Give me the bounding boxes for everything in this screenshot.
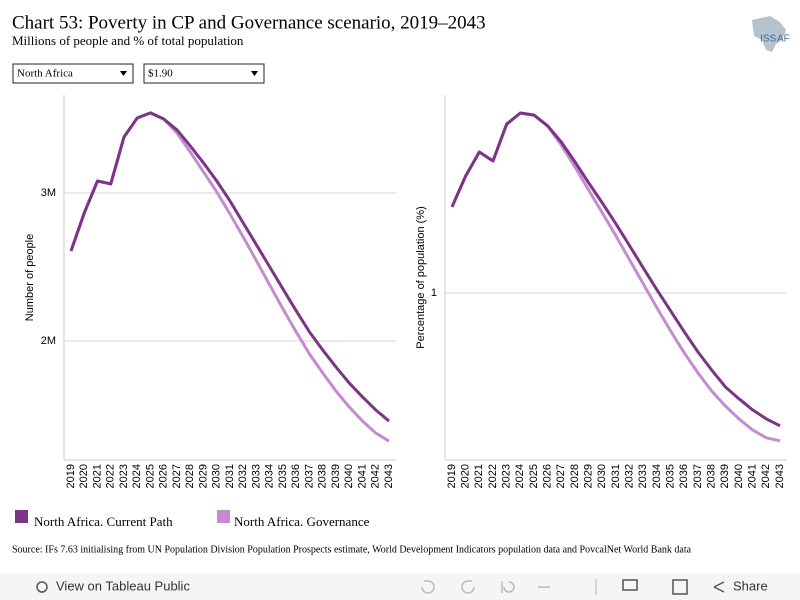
filter[interactable]: North Africa	[12, 63, 134, 84]
legend-label: North Africa. Governance	[234, 514, 370, 529]
x-tick-label: 2025	[528, 464, 540, 488]
revert-icon[interactable]	[501, 581, 515, 593]
x-tick-label: 2019	[65, 464, 77, 488]
x-tick-label: 2032	[237, 464, 249, 488]
x-tick-label: 2029	[197, 464, 209, 488]
logo-map	[752, 16, 786, 52]
y-axis-label: Number of people	[24, 234, 36, 321]
filter[interactable]: $1.90	[143, 63, 265, 84]
x-tick-label: 2039	[719, 464, 731, 488]
x-tick-label: 2024	[131, 464, 143, 488]
x-tick-label: 2022	[487, 464, 499, 488]
x-tick-label: 2026	[542, 464, 554, 488]
title: Chart 53: Poverty in CP and Governance s…	[12, 12, 486, 33]
x-tick-label: 2031	[610, 464, 622, 488]
x-tick-label: 2033	[250, 464, 262, 488]
logo-text: AF	[777, 34, 790, 45]
series-line	[69, 111, 390, 443]
subtitle: Millions of people and % of total popula…	[12, 33, 244, 48]
x-tick-label: 2040	[733, 464, 745, 488]
x-tick-label: 2022	[105, 464, 117, 488]
x-tick-label: 2043	[383, 464, 395, 488]
share-button[interactable]: Share	[733, 578, 768, 593]
fullscreen-icon[interactable]	[672, 579, 688, 595]
x-tick-label: 2041	[356, 464, 368, 488]
x-tick-label: 2034	[264, 464, 276, 488]
x-tick-label: 2019	[446, 464, 458, 488]
x-tick-label: 2036	[290, 464, 302, 488]
x-tick-label: 2041	[747, 464, 759, 488]
x-tick-label: 2020	[460, 464, 472, 488]
x-tick-label: 2033	[637, 464, 649, 488]
toolbar	[0, 573, 800, 600]
series-line	[69, 111, 390, 423]
dropdown[interactable]	[12, 63, 134, 84]
x-tick-label: 2028	[569, 464, 581, 488]
x-tick-label: 2025	[144, 464, 156, 488]
logo: ISS AF	[752, 16, 790, 52]
x-tick-label: 2040	[343, 464, 355, 488]
x-tick-label: 2023	[118, 464, 130, 488]
view-link[interactable]: View on Tableau Public	[56, 578, 190, 593]
x-tick-label: 2037	[303, 464, 315, 488]
x-tick-label: 2034	[651, 464, 663, 488]
y-tick-label: 3M	[41, 187, 56, 199]
x-tick-label: 2029	[583, 464, 595, 488]
redo-icon[interactable]	[461, 580, 475, 594]
x-tick-label: 2032	[624, 464, 636, 488]
x-tick-label: 2031	[224, 464, 236, 488]
x-tick-label: 2030	[211, 464, 223, 488]
dropdown-text: $1.90	[148, 68, 173, 80]
x-tick-label: 2042	[760, 464, 772, 488]
download-icon[interactable]	[622, 579, 638, 591]
x-tick-label: 2021	[91, 464, 103, 488]
icon	[36, 581, 48, 593]
x-tick-label: 2030	[596, 464, 608, 488]
x-tick-label: 2038	[706, 464, 718, 488]
x-tick-label: 2020	[78, 464, 90, 488]
x-tick-label: 2036	[678, 464, 690, 488]
source: Source: IFs 7.63 initialising from UN Po…	[12, 544, 692, 555]
x-tick-label: 2027	[171, 464, 183, 488]
toolbar-icons	[421, 579, 597, 595]
x-tick-label: 2023	[501, 464, 513, 488]
x-tick-label: 2043	[774, 464, 786, 488]
y-axis-label: Percentage of population (%)	[415, 206, 427, 348]
dropdown-text: North Africa	[17, 68, 73, 80]
undo-icon[interactable]	[421, 580, 435, 594]
y-tick-label: 1	[431, 287, 437, 299]
y-tick-label: 2M	[41, 335, 56, 347]
legend-swatch	[217, 510, 230, 523]
share-icon	[713, 581, 725, 593]
x-tick-label: 2039	[330, 464, 342, 488]
x-tick-label: 2026	[158, 464, 170, 488]
x-tick-label: 2035	[277, 464, 289, 488]
x-tick-label: 2035	[665, 464, 677, 488]
logo-text: ISS	[760, 34, 776, 45]
series-line	[450, 111, 781, 428]
legend-swatch	[15, 510, 28, 523]
x-tick-label: 2021	[473, 464, 485, 488]
dropdown-arrow	[251, 71, 258, 76]
dropdown[interactable]	[143, 63, 265, 84]
x-tick-label: 2038	[317, 464, 329, 488]
x-tick-label: 2037	[692, 464, 704, 488]
dropdown-arrow	[120, 71, 127, 76]
x-tick-label: 2024	[514, 464, 526, 488]
view-button[interactable]: View on Tableau Public	[36, 578, 190, 593]
legend-label: North Africa. Current Path	[34, 514, 173, 529]
x-tick-label: 2027	[555, 464, 567, 488]
x-tick-label: 2028	[184, 464, 196, 488]
x-tick-label: 2042	[370, 464, 382, 488]
toolbar-icons	[622, 579, 725, 595]
